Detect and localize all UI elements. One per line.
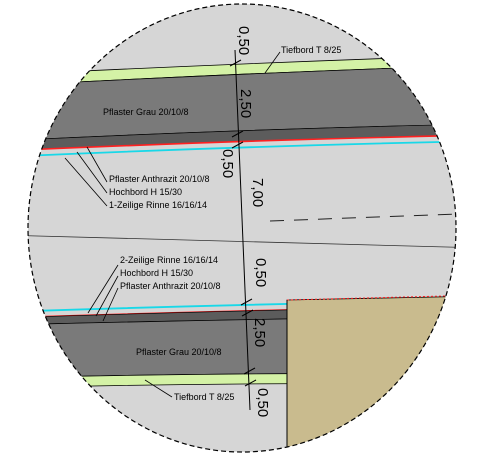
carriageway-edge-line <box>28 234 456 249</box>
label-pflaster-anthrazit-top: Pflaster Anthrazit 20/10/8 <box>109 174 210 184</box>
leader-lines <box>64 51 281 398</box>
dimension-top-gutter: 0,50 <box>219 149 236 178</box>
dimension-bottom-gutter: 0,50 <box>252 258 269 287</box>
rinne-line-top <box>28 140 456 158</box>
label-rinne-bottom: 2-Zeilige Rinne 16/16/14 <box>120 255 218 265</box>
dimension-top-kerb: 0,50 <box>235 26 252 55</box>
dimension-carriageway: 7,00 <box>249 178 266 207</box>
detail-circle-outline <box>27 3 457 453</box>
dimension-bottom-kerb: 0,50 <box>254 388 271 417</box>
label-tiefbord-bottom: Tiefbord T 8/25 <box>174 392 234 402</box>
label-tiefbord-top: Tiefbord T 8/25 <box>281 45 341 55</box>
plot-area <box>286 295 456 452</box>
label-pflaster-grau-bottom: Pflaster Grau 20/10/8 <box>136 347 222 357</box>
label-hochbord-bottom: Hochbord H 15/30 <box>120 268 193 278</box>
label-rinne-top: 1-Zeilige Rinne 16/16/14 <box>109 200 207 210</box>
dimension-line <box>234 49 251 411</box>
hochbord-line-top <box>28 134 456 152</box>
carriageway-centre-dashes <box>269 212 456 222</box>
dimension-bottom-paving: 2,50 <box>251 318 268 347</box>
dimension-ticks <box>229 59 257 387</box>
dimension-top-paving: 2,50 <box>237 89 254 118</box>
label-pflaster-anthrazit-bottom: Pflaster Anthrazit 20/10/8 <box>120 281 221 291</box>
label-hochbord-top: Hochbord H 15/30 <box>109 187 182 197</box>
label-pflaster-grau-top: Pflaster Grau 20/10/8 <box>103 107 189 117</box>
